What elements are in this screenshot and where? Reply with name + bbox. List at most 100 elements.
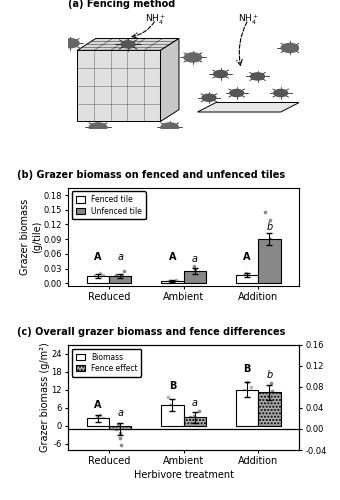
Point <box>263 404 268 412</box>
Point <box>190 268 195 276</box>
Circle shape <box>214 70 227 78</box>
Text: a: a <box>117 408 123 418</box>
Point <box>100 270 105 278</box>
Text: a: a <box>192 398 198 407</box>
Point <box>191 262 197 270</box>
Legend: Fenced tile, Unfenced tile: Fenced tile, Unfenced tile <box>72 192 146 220</box>
Point <box>95 413 100 421</box>
Circle shape <box>281 44 299 52</box>
Polygon shape <box>77 50 160 122</box>
Text: NH$_4^+$: NH$_4^+$ <box>238 12 259 26</box>
Point <box>267 235 272 243</box>
Point <box>267 396 272 404</box>
Point <box>196 421 202 429</box>
Point <box>168 401 174 409</box>
Point <box>172 412 177 420</box>
Point <box>241 386 247 394</box>
Point <box>189 416 194 424</box>
Text: (c) Overall grazer biomass and fence differences: (c) Overall grazer biomass and fence dif… <box>17 326 286 336</box>
Point <box>242 270 248 278</box>
Point <box>173 276 178 283</box>
Point <box>268 379 274 387</box>
Text: A: A <box>94 400 102 410</box>
Text: b: b <box>266 222 272 232</box>
Point <box>165 394 171 402</box>
Point <box>244 270 249 278</box>
Point <box>118 429 123 437</box>
Circle shape <box>89 123 107 132</box>
Bar <box>236 274 258 283</box>
Point <box>268 216 273 224</box>
Circle shape <box>184 53 202 62</box>
Point <box>249 392 254 400</box>
Point <box>245 274 251 281</box>
Circle shape <box>121 41 135 48</box>
Y-axis label: Grazer biomass (g/m²): Grazer biomass (g/m²) <box>40 342 50 452</box>
Point <box>249 383 254 391</box>
Circle shape <box>161 123 178 132</box>
Point <box>189 274 194 282</box>
Polygon shape <box>160 38 179 121</box>
Point <box>113 270 118 278</box>
Text: B: B <box>243 364 251 374</box>
Point <box>91 419 96 427</box>
Point <box>94 274 99 281</box>
Text: b: b <box>266 370 272 380</box>
Circle shape <box>274 90 288 96</box>
Bar <box>258 239 280 284</box>
Text: A: A <box>243 252 251 262</box>
Point <box>266 390 272 398</box>
Point <box>119 276 124 283</box>
Point <box>168 401 173 409</box>
Bar <box>184 271 206 283</box>
Circle shape <box>251 73 265 80</box>
Legend: Biomass, Fence effect: Biomass, Fence effect <box>72 349 141 376</box>
Point <box>264 242 269 250</box>
Polygon shape <box>77 38 179 50</box>
Circle shape <box>62 38 79 48</box>
Point <box>187 414 192 422</box>
Text: a: a <box>117 252 123 262</box>
Point <box>96 274 102 282</box>
Point <box>240 272 246 280</box>
Point <box>114 274 119 282</box>
Point <box>98 268 103 276</box>
Point <box>173 406 178 413</box>
Bar <box>161 405 184 426</box>
Point <box>115 420 120 428</box>
Bar <box>258 392 280 426</box>
Point <box>98 416 103 424</box>
Point <box>100 414 105 422</box>
Point <box>166 278 172 286</box>
Point <box>167 276 172 284</box>
Text: (a) Fencing method: (a) Fencing method <box>68 0 175 9</box>
Point <box>197 406 202 414</box>
Text: A: A <box>94 252 102 262</box>
X-axis label: Herbivore treatment: Herbivore treatment <box>134 470 234 480</box>
Point <box>243 268 248 276</box>
Point <box>190 270 196 278</box>
Polygon shape <box>198 102 299 112</box>
Point <box>118 434 123 442</box>
Bar <box>184 418 206 426</box>
Point <box>120 272 125 280</box>
Point <box>98 412 103 420</box>
Bar <box>236 390 258 426</box>
Point <box>192 264 198 272</box>
Y-axis label: Grazer biomass
(g/tile): Grazer biomass (g/tile) <box>20 198 42 275</box>
Point <box>269 387 275 395</box>
Text: B: B <box>169 382 176 392</box>
Point <box>121 267 127 275</box>
Circle shape <box>202 94 216 102</box>
Point <box>262 208 267 216</box>
Point <box>270 250 275 258</box>
Text: a: a <box>192 254 198 264</box>
Point <box>113 425 118 433</box>
Point <box>165 278 170 286</box>
Bar <box>109 426 131 429</box>
Point <box>91 272 97 280</box>
Bar <box>161 281 184 283</box>
Text: A: A <box>169 252 176 262</box>
Text: (b) Grazer biomass on fenced and unfenced tiles: (b) Grazer biomass on fenced and unfence… <box>17 170 285 180</box>
Point <box>245 378 250 386</box>
